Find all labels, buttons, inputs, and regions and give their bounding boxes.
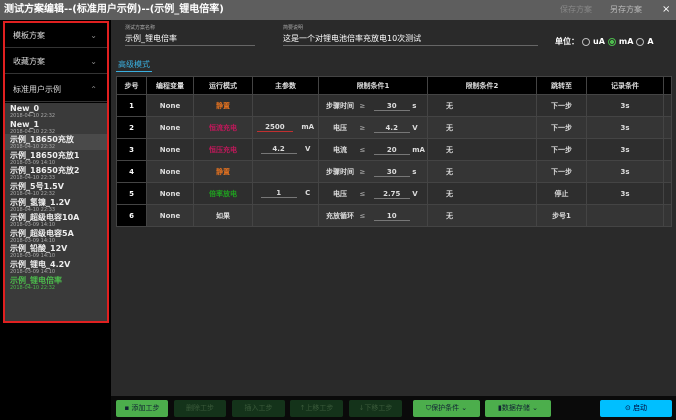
start-icon: ⊙	[624, 404, 631, 412]
desc-input[interactable]: 这是一个对锂电池倍率充放电10次测试	[283, 33, 538, 46]
window-title: 测试方案编辑--(标准用户示例)--(示例_锂电倍率)	[0, 0, 676, 20]
list-item[interactable]: 示例_18650充放2 2018-04-10 22:33	[10, 166, 80, 182]
list-item[interactable]: 示例_超级电容10A 2018-03-09 14:10	[10, 213, 80, 229]
column-header: 跳转至	[536, 76, 587, 95]
start-button[interactable]: ⊙ 启动	[600, 400, 672, 417]
table-row[interactable]: 1 None 静置 步骤时间 ≥ 30 s 无 下一步 3s	[116, 94, 672, 117]
run-mode[interactable]: 倍率放电	[193, 182, 253, 205]
table-row[interactable]: 3 None 恒压充电 4.2 V 电流 ≤ 20 mA 无 下一步 3s	[116, 138, 672, 161]
save-as-button[interactable]: 另存方案	[610, 5, 642, 14]
list-item[interactable]: 示例_18650充放1 2018-03-09 14:10	[10, 150, 80, 166]
main-param[interactable]	[252, 94, 319, 117]
shield-icon: ⛉	[425, 404, 432, 412]
list-item[interactable]: 示例_超级电容5A 2018-03-09 14:10	[10, 228, 74, 244]
column-header: 步号	[116, 76, 147, 95]
table-row[interactable]: 5 None 倍率放电 1 C 电压 ≤ 2.75 V 无 停止 3s	[116, 182, 672, 205]
chevron-up-icon: ⌃	[90, 85, 97, 94]
main-param[interactable]: 4.2 V	[252, 138, 319, 161]
limit-condition-1[interactable]: 电压 ≥ 4.2 V	[318, 116, 428, 139]
radio-ua[interactable]	[582, 37, 590, 46]
protect-conditions-button[interactable]: ⛉保护条件 ⌄	[413, 400, 480, 417]
database-icon: ▮	[498, 404, 502, 412]
list-item[interactable]: 示例_锂电_4.2V 2018-03-09 14:10	[10, 259, 71, 275]
run-mode[interactable]: 恒压充电	[193, 138, 253, 161]
add-step-button[interactable]: ▪ 添加工步	[116, 400, 168, 417]
delete-step-button[interactable]: 删除工步	[174, 400, 226, 417]
list-item[interactable]: 示例_18650充放 2018-04-10 22:32	[5, 134, 107, 150]
unit-selector: 单位： uA mA A	[555, 37, 654, 46]
limit-condition-1[interactable]: 电流 ≤ 20 mA	[318, 138, 428, 161]
run-mode[interactable]: 静置	[193, 94, 253, 117]
table-row[interactable]: 4 None 静置 步骤时间 ≥ 30 s 无 下一步 3s	[116, 160, 672, 183]
tab-advanced-mode[interactable]: 高级模式	[116, 58, 152, 72]
scheme-list: New_0 2018-04-10 22:32 New_1 2018-04-10 22:…	[5, 103, 107, 321]
list-item[interactable]: New_1 2018-04-10 22:32	[10, 119, 56, 135]
limit-condition-1[interactable]: 步骤时间 ≥ 30 s	[318, 94, 428, 117]
list-item[interactable]: 示例_氢镍_1.2V 2018-04-10 22:33	[10, 197, 71, 213]
chevron-down-icon: ⌄	[90, 57, 97, 66]
table-row[interactable]: 6 None 如果 充放循环 ≤ 10 无 步号1	[116, 204, 672, 227]
limit-condition-1[interactable]: 电压 ≤ 2.75 V	[318, 182, 428, 205]
insert-step-button[interactable]: 插入工步	[232, 400, 285, 417]
radio-a[interactable]	[636, 37, 645, 46]
data-storage-button[interactable]: ▮数据存储 ⌄	[485, 400, 551, 417]
run-mode[interactable]: 静置	[193, 160, 253, 183]
list-item[interactable]: 示例_铅酸_12V 2018-03-09 14:10	[10, 244, 68, 260]
move-up-button[interactable]: ↑上移工步	[290, 400, 343, 417]
column-header: 记录条件	[586, 76, 664, 95]
column-header: 编程变量	[146, 76, 194, 95]
section-favorites[interactable]: 收藏方案 ⌄	[5, 50, 107, 74]
column-header: 限制条件1	[318, 76, 428, 95]
run-mode[interactable]: 恒流充电	[193, 116, 253, 139]
limit-condition-1[interactable]: 步骤时间 ≥ 30 s	[318, 160, 428, 183]
main-param[interactable]: 1 C	[252, 182, 319, 205]
list-item[interactable]: 示例_5号1.5V 2018-04-10 22:32	[10, 181, 64, 197]
section-standard-examples[interactable]: 标准用户示例 ⌃	[5, 78, 107, 102]
chevron-down-icon: ⌄	[90, 31, 97, 40]
limit-condition-1[interactable]: 充放循环 ≤ 10	[318, 204, 428, 227]
save-button[interactable]: 保存方案	[560, 5, 592, 14]
section-templates[interactable]: 模板方案 ⌄	[5, 24, 107, 48]
list-item[interactable]: New_0 2018-04-10 22:32	[10, 104, 56, 119]
column-header: 运行模式	[193, 76, 253, 95]
list-item[interactable]: 示例_锂电倍率 2018-04-10 22:32	[10, 275, 62, 291]
run-mode[interactable]: 如果	[193, 204, 253, 227]
table-row[interactable]: 2 None 恒流充电 2500 mA 电压 ≥ 4.2 V 无 下一步 3s	[116, 116, 672, 139]
close-button[interactable]: ×	[662, 4, 671, 15]
column-header: 限制条件2	[427, 76, 537, 95]
move-down-button[interactable]: ↓下移工步	[349, 400, 402, 417]
arrow-down-icon: ↓	[358, 404, 365, 412]
arrow-up-icon: ↑	[299, 404, 306, 412]
main-param[interactable]: 2500 mA	[252, 116, 319, 139]
main-param[interactable]	[252, 160, 319, 183]
main-param[interactable]	[252, 204, 319, 227]
column-header: 主参数	[252, 76, 319, 95]
steps-table: 步号 编程变量 运行模式 主参数 限制条件1 限制条件2 跳转至 记录条件 1 None 静置…	[116, 76, 672, 227]
desc-label: 简要说明	[283, 25, 304, 31]
name-input[interactable]: 示例_锂电倍率	[125, 33, 255, 46]
radio-ma[interactable]	[607, 37, 616, 46]
name-label: 测试方案名称	[125, 25, 156, 31]
